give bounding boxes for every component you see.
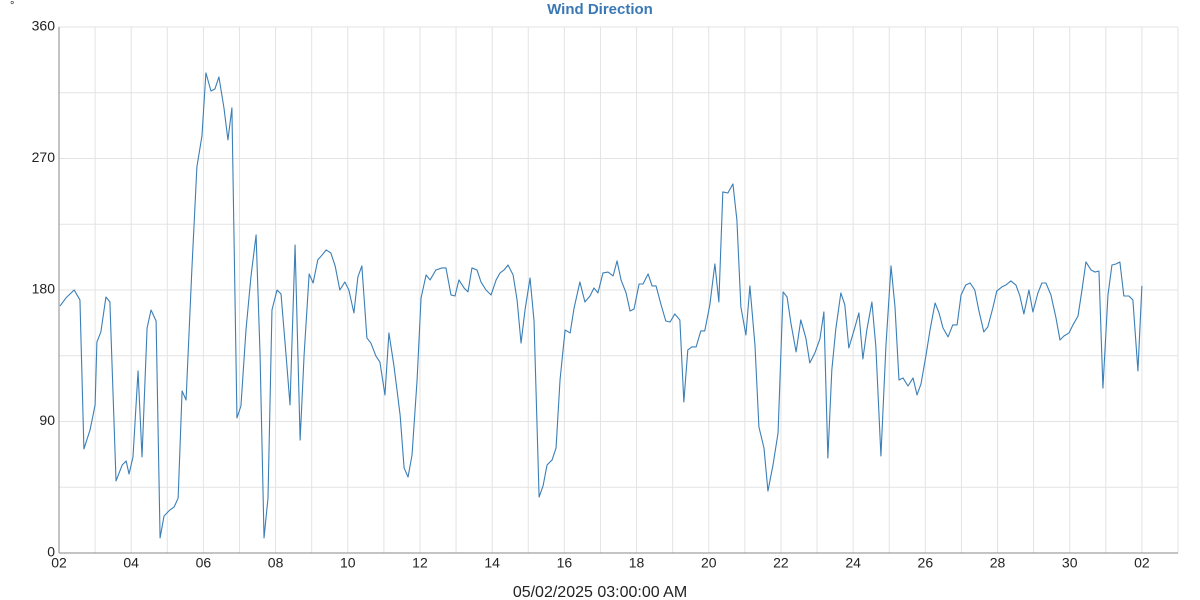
- x-tick-label: 26: [918, 555, 934, 571]
- x-tick-label: 10: [340, 555, 356, 571]
- x-tick-label: 28: [990, 555, 1006, 571]
- x-tick-label: 02: [51, 555, 67, 571]
- x-tick-label: 14: [484, 555, 500, 571]
- x-tick-label: 30: [1062, 555, 1078, 571]
- x-tick-label: 24: [845, 555, 861, 571]
- x-axis-label: 05/02/2025 03:00:00 AM: [513, 584, 687, 600]
- x-tick-label: 22: [773, 555, 789, 571]
- x-tick-label: 20: [701, 555, 717, 571]
- y-tick-label: 360: [32, 18, 56, 34]
- chart-title: Wind Direction: [547, 1, 653, 18]
- x-tick-label: 16: [557, 555, 573, 571]
- x-tick-label: 08: [268, 555, 284, 571]
- x-tick-label: 18: [629, 555, 645, 571]
- data-line: [59, 72, 1143, 539]
- x-tick-label: 04: [123, 555, 139, 571]
- y-tick-label: 90: [39, 412, 55, 428]
- y-tick-label: 180: [32, 281, 56, 297]
- y-unit-label: °: [10, 0, 14, 12]
- x-tick-label: 06: [196, 555, 212, 571]
- x-tick-label: 12: [412, 555, 428, 571]
- y-tick-label: 0: [47, 544, 55, 560]
- y-tick-label: 270: [32, 149, 56, 165]
- x-tick-label: 02: [1134, 555, 1150, 571]
